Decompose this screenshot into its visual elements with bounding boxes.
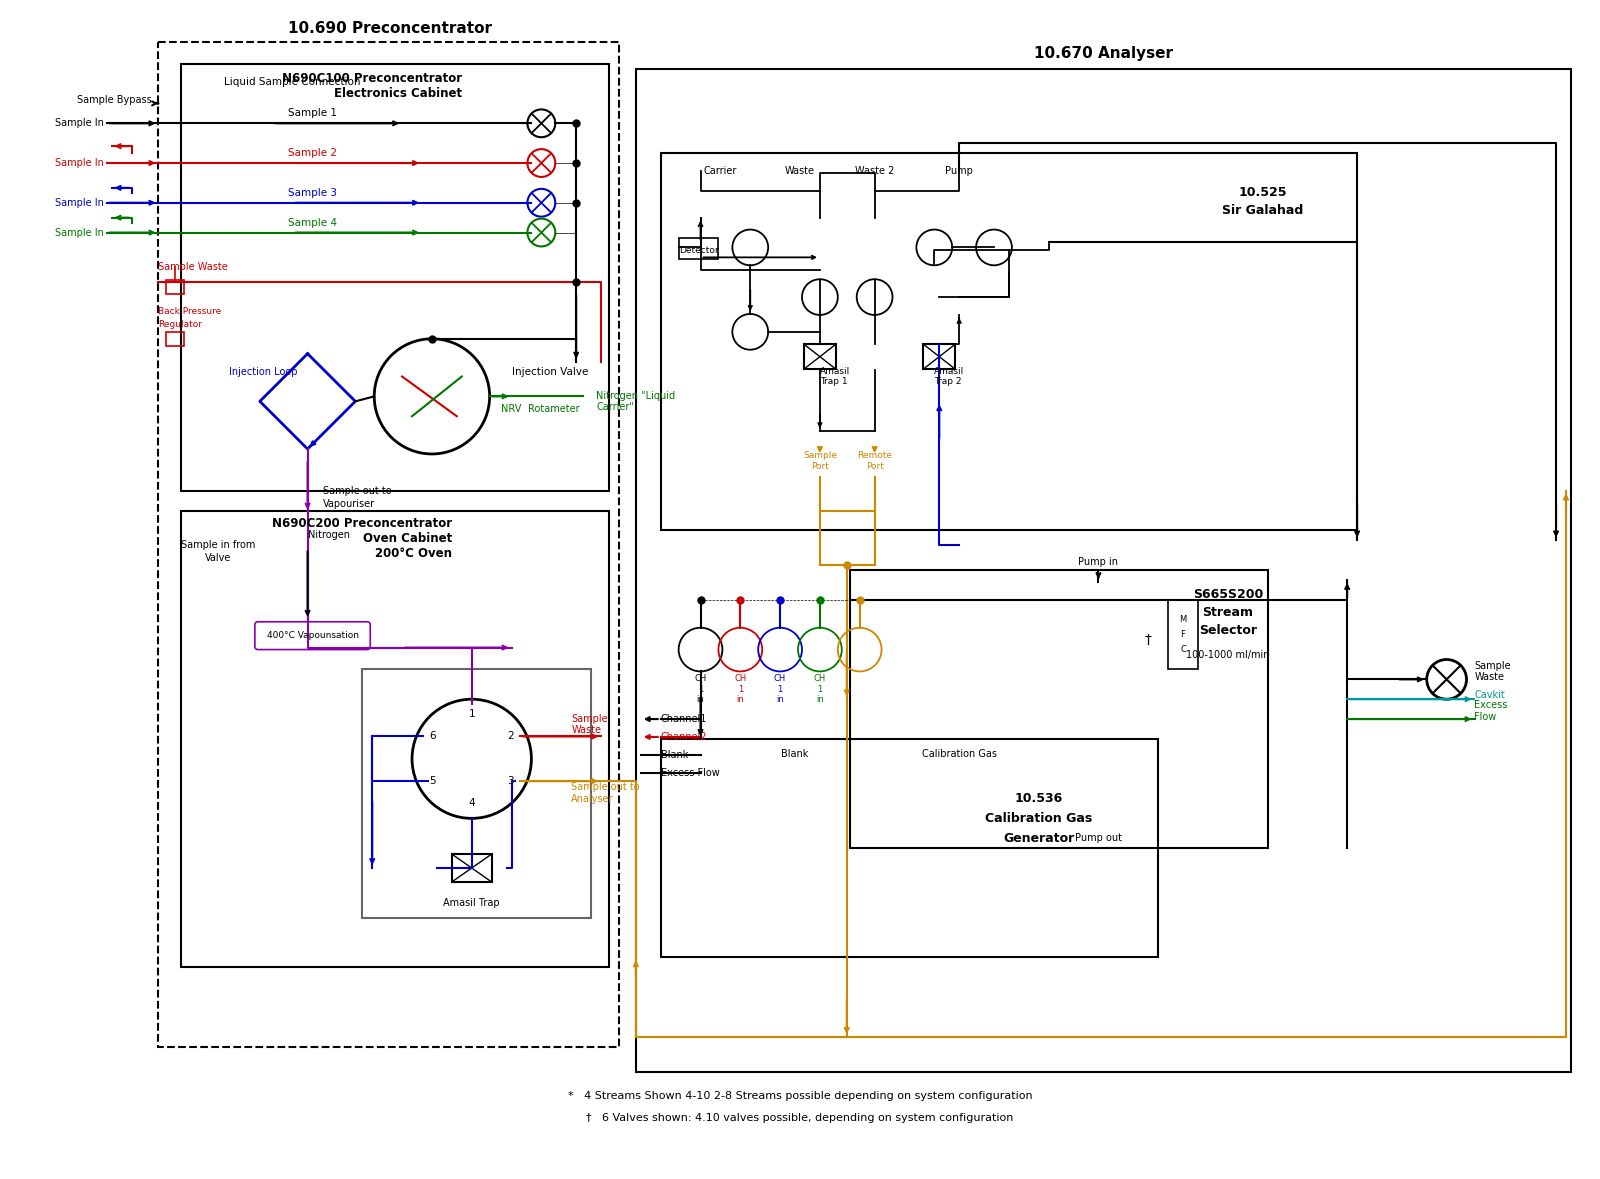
Text: Sample Waste: Sample Waste bbox=[158, 262, 229, 272]
Text: M: M bbox=[1179, 615, 1187, 625]
Text: Amasil Trap: Amasil Trap bbox=[443, 897, 501, 908]
Bar bbox=[850, 571, 1267, 848]
Text: Valve: Valve bbox=[205, 553, 232, 564]
Text: Generator: Generator bbox=[1003, 831, 1074, 844]
Text: †: † bbox=[1144, 633, 1152, 646]
Bar bbox=[803, 344, 835, 369]
Text: Sample In: Sample In bbox=[54, 158, 104, 169]
Text: Sample In: Sample In bbox=[54, 198, 104, 208]
Text: Blank: Blank bbox=[661, 750, 688, 759]
Text: 1: 1 bbox=[469, 709, 475, 719]
Text: N690C200 Preconcentrator: N690C200 Preconcentrator bbox=[272, 516, 451, 531]
Text: Nitrogen: Nitrogen bbox=[307, 531, 349, 540]
Text: Amasil
Trap 2: Amasil Trap 2 bbox=[934, 367, 965, 387]
Text: Vapouriser: Vapouriser bbox=[323, 499, 374, 508]
Text: Selector: Selector bbox=[1198, 624, 1256, 637]
Text: Detector: Detector bbox=[678, 246, 718, 255]
Text: 10.670 Analyser: 10.670 Analyser bbox=[1034, 46, 1173, 61]
Text: NRV: NRV bbox=[501, 404, 522, 414]
Bar bbox=[661, 153, 1357, 531]
Text: Sample 2: Sample 2 bbox=[288, 149, 338, 158]
Text: Channel2: Channel2 bbox=[661, 732, 707, 742]
Text: Electronics Cabinet: Electronics Cabinet bbox=[334, 87, 462, 100]
Text: 10.525: 10.525 bbox=[1238, 186, 1286, 199]
Text: N690C100 Preconcentrator: N690C100 Preconcentrator bbox=[282, 72, 462, 85]
Text: CH
1
in: CH 1 in bbox=[694, 674, 707, 704]
Text: Blank: Blank bbox=[781, 749, 808, 759]
Text: Sample In: Sample In bbox=[54, 118, 104, 129]
Text: Excess Flow: Excess Flow bbox=[661, 768, 720, 778]
Text: Oven Cabinet: Oven Cabinet bbox=[363, 532, 451, 545]
Text: Sample
Port: Sample Port bbox=[803, 452, 837, 470]
Text: CH
1
in: CH 1 in bbox=[814, 674, 826, 704]
Bar bbox=[362, 670, 590, 917]
Bar bbox=[923, 344, 955, 369]
Text: Nitrogen "Liquid
Carrier": Nitrogen "Liquid Carrier" bbox=[597, 390, 675, 413]
Text: Waste 2: Waste 2 bbox=[854, 166, 894, 176]
Text: Pump: Pump bbox=[946, 166, 973, 176]
Text: Rotameter: Rotameter bbox=[528, 404, 581, 414]
Text: Liquid Sample Connection: Liquid Sample Connection bbox=[224, 77, 362, 86]
Text: CH
1
in: CH 1 in bbox=[734, 674, 747, 704]
Text: CH
1
in: CH 1 in bbox=[774, 674, 786, 704]
Bar bbox=[661, 739, 1158, 957]
Text: Carrier: Carrier bbox=[704, 166, 738, 176]
Text: Amasil
Trap 1: Amasil Trap 1 bbox=[819, 367, 850, 387]
Bar bbox=[181, 511, 610, 967]
Bar bbox=[181, 64, 610, 490]
Text: Calibration Gas: Calibration Gas bbox=[986, 812, 1093, 825]
Bar bbox=[166, 281, 184, 294]
Text: Waste: Waste bbox=[786, 166, 814, 176]
Text: Sample 1: Sample 1 bbox=[288, 108, 338, 118]
Text: S665S200: S665S200 bbox=[1192, 588, 1262, 601]
Text: Pump in: Pump in bbox=[1078, 558, 1118, 567]
Text: Sample
Waste: Sample Waste bbox=[1475, 660, 1510, 683]
Text: Channel1: Channel1 bbox=[661, 714, 707, 724]
Text: 10.536: 10.536 bbox=[1014, 792, 1062, 805]
Text: Cavkit: Cavkit bbox=[1475, 690, 1506, 700]
Text: *   4 Streams Shown 4-10 2-8 Streams possible depending on system configuration: * 4 Streams Shown 4-10 2-8 Streams possi… bbox=[568, 1092, 1032, 1101]
Text: Sample out to: Sample out to bbox=[323, 486, 390, 495]
Text: 200°C Oven: 200°C Oven bbox=[374, 547, 451, 560]
Text: Calibration Gas: Calibration Gas bbox=[922, 749, 997, 759]
Text: Pump out: Pump out bbox=[1075, 834, 1122, 843]
Text: Injection Loop: Injection Loop bbox=[229, 367, 298, 376]
Bar bbox=[635, 68, 1571, 1072]
Text: 10.690 Preconcentrator: 10.690 Preconcentrator bbox=[288, 21, 493, 37]
Bar bbox=[1168, 600, 1198, 670]
Text: Sample 4: Sample 4 bbox=[288, 218, 338, 228]
Bar bbox=[678, 237, 718, 259]
Text: F: F bbox=[1181, 631, 1186, 639]
Text: Sample 3: Sample 3 bbox=[288, 187, 338, 198]
Text: Sample out to
Analyser: Sample out to Analyser bbox=[571, 782, 640, 804]
Text: 4: 4 bbox=[469, 798, 475, 809]
Text: †   6 Valves shown: 4.10 valves possible, depending on system configuration: † 6 Valves shown: 4.10 valves possible, … bbox=[586, 1113, 1014, 1124]
Text: 2: 2 bbox=[507, 731, 514, 742]
Text: Sample In: Sample In bbox=[54, 228, 104, 237]
Text: Regulator: Regulator bbox=[158, 321, 202, 329]
Bar bbox=[451, 854, 491, 882]
Text: C: C bbox=[1181, 645, 1186, 654]
Bar bbox=[158, 42, 619, 1047]
Text: Injection Valve: Injection Valve bbox=[512, 367, 587, 376]
Text: Sample in from: Sample in from bbox=[181, 540, 256, 551]
Text: 6: 6 bbox=[430, 731, 437, 742]
Text: 100-1000 ml/min: 100-1000 ml/min bbox=[1186, 650, 1269, 659]
Text: Stream: Stream bbox=[1202, 606, 1253, 619]
Text: Sample
Waste: Sample Waste bbox=[571, 713, 608, 736]
Text: 5: 5 bbox=[430, 776, 437, 786]
Text: Excess
Flow: Excess Flow bbox=[1475, 700, 1507, 722]
Text: Sample Bypass: Sample Bypass bbox=[77, 95, 152, 105]
Text: Remote
Port: Remote Port bbox=[858, 452, 893, 470]
Text: 3: 3 bbox=[507, 776, 514, 786]
Text: Sir Galahad: Sir Galahad bbox=[1222, 204, 1304, 217]
Bar bbox=[166, 331, 184, 345]
Text: 400°C Vapounsation: 400°C Vapounsation bbox=[267, 631, 358, 640]
Text: Back Pressure: Back Pressure bbox=[158, 308, 222, 316]
